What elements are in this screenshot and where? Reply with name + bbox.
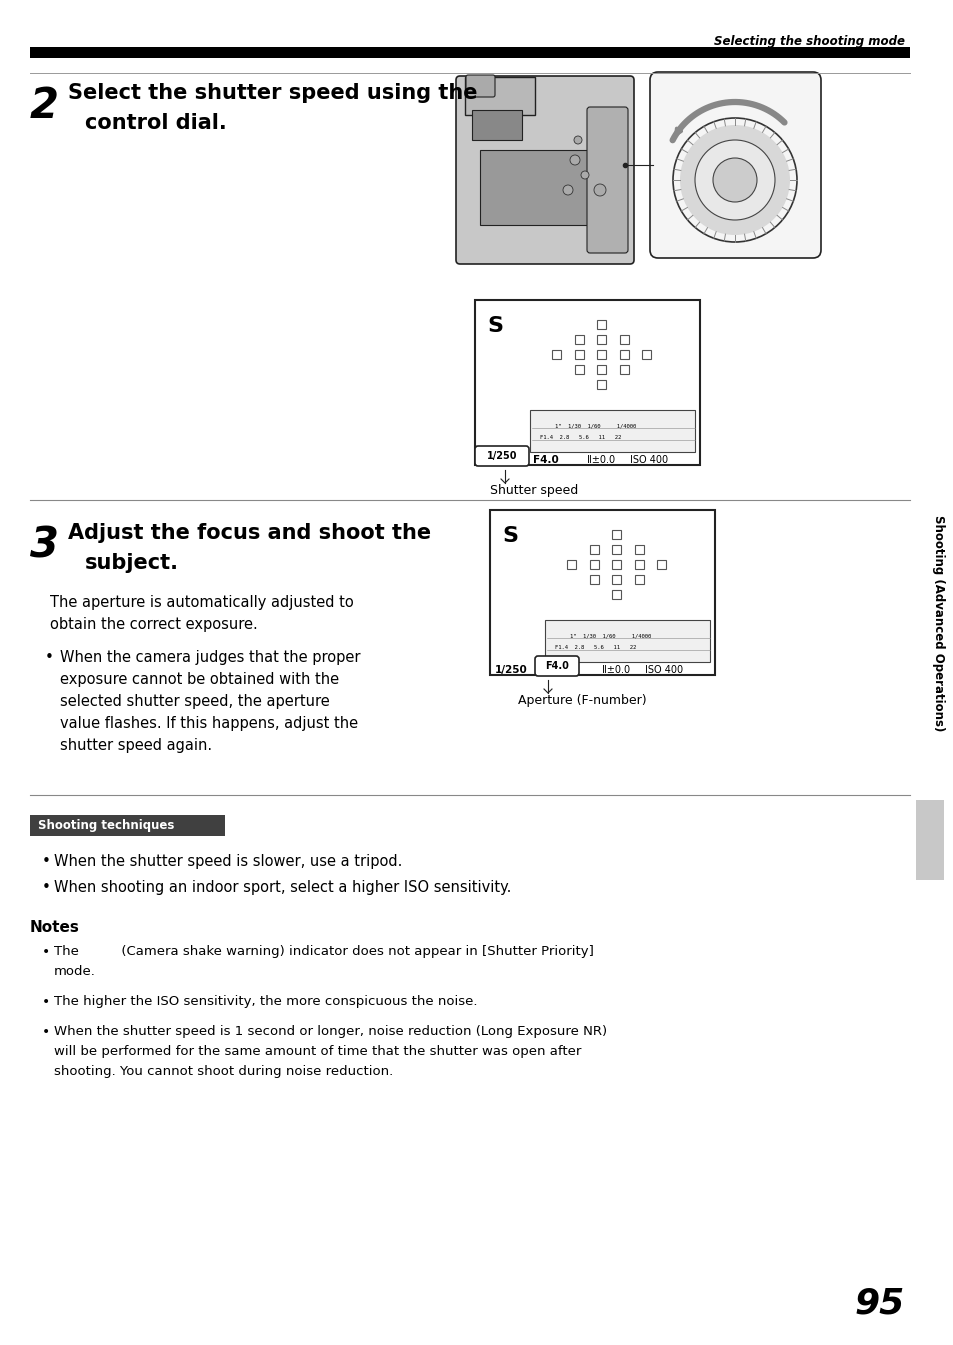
Bar [612, 590, 620, 599]
Text: exposure cannot be obtained with the: exposure cannot be obtained with the [60, 672, 338, 687]
Text: F1.4  2.8   5.6   11   22: F1.4 2.8 5.6 11 22 [555, 646, 636, 650]
Text: Shutter speed: Shutter speed [490, 484, 578, 498]
Bar [597, 381, 606, 389]
Bar [597, 335, 606, 344]
Circle shape [569, 155, 579, 165]
Bar [567, 560, 576, 569]
Bar [575, 364, 583, 374]
Text: Ⅱ±0.0: Ⅱ±0.0 [601, 664, 630, 675]
Text: value flashes. If this happens, adjust the: value flashes. If this happens, adjust t… [60, 716, 357, 730]
Text: The higher the ISO sensitivity, the more conspicuous the noise.: The higher the ISO sensitivity, the more… [54, 995, 477, 1007]
Bar [472, 110, 521, 140]
Text: will be performed for the same amount of time that the shutter was open after: will be performed for the same amount of… [54, 1045, 580, 1059]
Text: F4.0: F4.0 [544, 660, 568, 671]
Circle shape [562, 186, 573, 195]
Text: selected shutter speed, the aperture: selected shutter speed, the aperture [60, 694, 330, 709]
Text: •: • [45, 650, 53, 664]
FancyBboxPatch shape [475, 447, 529, 465]
Bar [589, 576, 598, 584]
Bar [30, 815, 225, 837]
FancyBboxPatch shape [535, 656, 578, 677]
Bar [619, 350, 628, 359]
Bar [619, 364, 628, 374]
Text: shooting. You cannot shoot during noise reduction.: shooting. You cannot shoot during noise … [54, 1065, 393, 1077]
Text: ISO 400: ISO 400 [629, 455, 667, 465]
Bar [490, 510, 714, 675]
Text: S: S [486, 316, 502, 336]
Bar [597, 350, 606, 359]
Bar [575, 350, 583, 359]
Bar [575, 335, 583, 344]
Bar [597, 320, 606, 330]
Circle shape [695, 140, 774, 221]
Bar [635, 560, 643, 569]
Bar [612, 576, 620, 584]
FancyBboxPatch shape [465, 75, 495, 97]
Circle shape [679, 125, 789, 235]
Text: •: • [42, 995, 51, 1009]
Text: shutter speed again.: shutter speed again. [60, 738, 212, 753]
Text: Selecting the shooting mode: Selecting the shooting mode [713, 35, 904, 48]
Text: Select the shutter speed using the: Select the shutter speed using the [68, 83, 477, 104]
Text: mode.: mode. [54, 964, 95, 978]
Bar [641, 350, 651, 359]
FancyBboxPatch shape [586, 108, 627, 253]
Text: Notes: Notes [30, 920, 80, 935]
Text: control dial.: control dial. [85, 113, 227, 133]
Circle shape [712, 157, 757, 202]
Text: subject.: subject. [85, 553, 179, 573]
Text: The aperture is automatically adjusted to: The aperture is automatically adjusted t… [50, 594, 354, 611]
Text: Ⅱ±0.0: Ⅱ±0.0 [586, 455, 615, 465]
Bar [619, 335, 628, 344]
Bar [612, 560, 620, 569]
Text: Shooting techniques: Shooting techniques [38, 819, 174, 833]
Text: When the shutter speed is slower, use a tripod.: When the shutter speed is slower, use a … [54, 854, 402, 869]
Bar [475, 300, 700, 465]
Text: When the camera judges that the proper: When the camera judges that the proper [60, 650, 360, 664]
Text: •: • [42, 880, 51, 894]
Text: •: • [42, 854, 51, 869]
Text: 95: 95 [854, 1286, 904, 1319]
Bar [589, 560, 598, 569]
Text: •: • [42, 946, 51, 959]
Text: Shooting (Advanced Operations): Shooting (Advanced Operations) [931, 515, 944, 732]
Bar [597, 364, 606, 374]
Text: Adjust the focus and shoot the: Adjust the focus and shoot the [68, 523, 431, 543]
Text: When shooting an indoor sport, select a higher ISO sensitivity.: When shooting an indoor sport, select a … [54, 880, 511, 894]
Bar [589, 545, 598, 554]
Text: 1/250: 1/250 [495, 664, 527, 675]
Text: ISO 400: ISO 400 [644, 664, 682, 675]
Circle shape [594, 184, 605, 196]
Bar [657, 560, 666, 569]
Text: 1"  1/30  1/60     1/4000: 1" 1/30 1/60 1/4000 [569, 633, 651, 638]
Text: F4.0: F4.0 [533, 455, 558, 465]
Circle shape [574, 136, 581, 144]
FancyBboxPatch shape [649, 73, 821, 258]
Text: The          (Camera shake warning) indicator does not appear in [Shutter Priori: The (Camera shake warning) indicator doe… [54, 946, 594, 958]
Bar [915, 800, 943, 880]
Text: obtain the correct exposure.: obtain the correct exposure. [50, 617, 257, 632]
Bar [552, 350, 561, 359]
Bar [544, 620, 709, 662]
Bar [530, 410, 695, 452]
FancyBboxPatch shape [456, 77, 634, 264]
Text: •: • [42, 1025, 51, 1038]
Bar [479, 151, 589, 225]
Text: Aperture (F-number): Aperture (F-number) [517, 694, 646, 707]
Bar [635, 576, 643, 584]
Bar [612, 530, 620, 539]
Text: 1/250: 1/250 [486, 451, 517, 461]
Bar [30, 47, 909, 58]
Bar [635, 545, 643, 554]
Text: F1.4  2.8   5.6   11   22: F1.4 2.8 5.6 11 22 [539, 434, 620, 440]
Circle shape [580, 171, 588, 179]
Text: When the shutter speed is 1 second or longer, noise reduction (Long Exposure NR): When the shutter speed is 1 second or lo… [54, 1025, 606, 1038]
Text: 1"  1/30  1/60     1/4000: 1" 1/30 1/60 1/4000 [555, 422, 636, 428]
Text: 2: 2 [30, 85, 59, 126]
Text: S: S [501, 526, 517, 546]
Bar [464, 77, 535, 116]
Bar [612, 545, 620, 554]
Text: 3: 3 [30, 525, 59, 568]
